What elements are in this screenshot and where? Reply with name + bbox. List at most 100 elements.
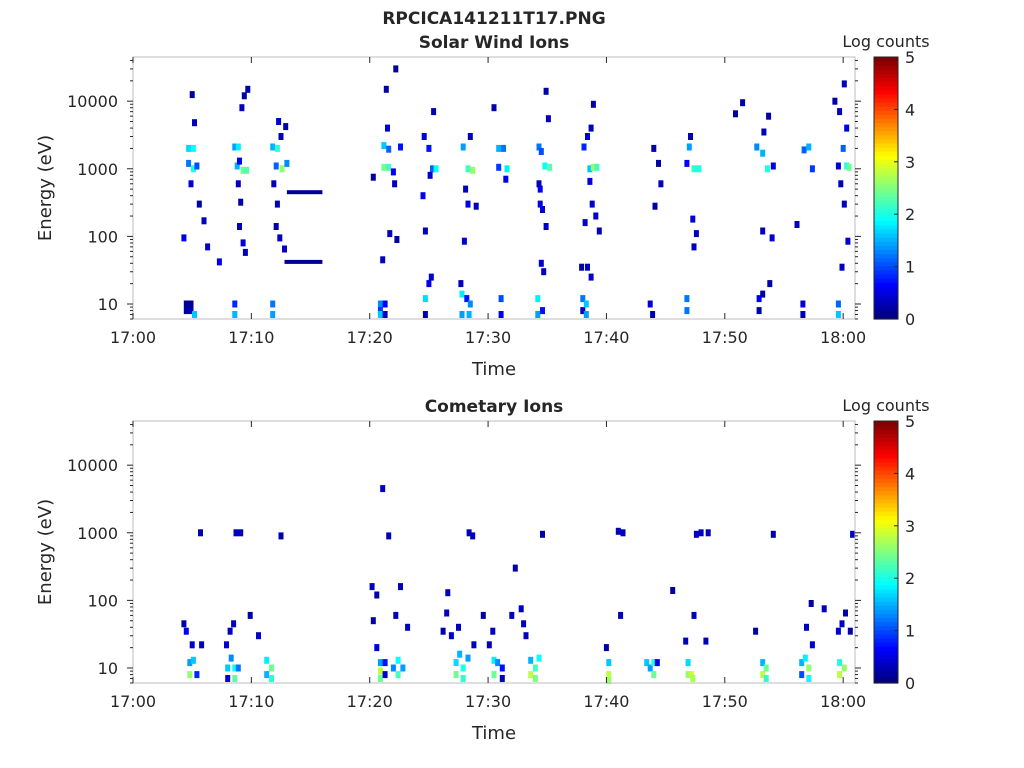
heatmap-cell [283,123,289,131]
colorbar-segment [874,298,898,304]
heatmap-cell [528,656,534,664]
y-tick-label: 10000 [67,456,118,475]
heatmap-cell [377,667,383,675]
colorbar-segment [874,200,898,205]
heatmap-cell [495,659,501,667]
x-tick-label: 17:50 [702,328,748,347]
y-tick-label: 10000 [67,92,118,111]
heatmap-cell [754,143,760,151]
heatmap-cell [225,664,231,672]
heatmap-cell [189,641,195,649]
colorbar-segment [874,547,898,553]
colorbar-segment [874,552,898,557]
heatmap-cell [237,157,242,165]
heatmap-cell [685,659,691,667]
heatmap-cell [684,295,690,303]
colorbar-segment [874,93,898,99]
heatmap-cell [690,215,696,223]
colorbar-segment [874,650,898,655]
colorbar-segment [874,592,898,598]
panel-title: Cometary Ions [425,397,564,417]
heatmap-cell [767,280,773,288]
heatmap-cell [654,659,660,667]
y-tick-label: 1000 [77,524,118,543]
colorbar-segment [874,421,898,426]
plot-frame [132,56,856,320]
heatmap-cell [187,659,193,667]
colorbar-segment [874,241,898,246]
heatmap-cell [381,142,387,150]
heatmap-cell [433,165,439,173]
heatmap-cell [491,671,497,679]
heatmap-cell [580,307,586,315]
heatmap-cell [835,627,841,635]
colorbar-segment [874,556,898,561]
heatmap-cell [393,611,399,619]
heatmap-cell [504,165,510,173]
heatmap-cell [538,259,544,267]
heatmap-cell [579,263,585,271]
heatmap-cell [769,234,775,242]
colorbar-segment [874,282,898,287]
x-tick-label: 17:10 [228,692,274,711]
heatmap-cell [278,532,284,540]
colorbar-segment [874,629,898,635]
colorbar-segment [874,621,898,627]
colorbar-segment [874,294,898,300]
colorbar-segment [874,163,898,169]
heatmap-cell [761,128,767,136]
colorbar-segment [874,269,898,275]
colorbar-segment [874,605,898,610]
heatmap-cell [846,163,852,171]
heatmap-cell [465,654,471,662]
heatmap-cell [770,530,776,538]
solar-wind-panel: 17:00 17:10 17:20 17:30 17:40 17:50 18:00 Time 1… [35,32,930,380]
colorbar-segment [874,437,898,443]
panel-title: Solar Wind Ions [419,33,570,53]
colorbar-segment [874,138,898,144]
heatmap-cell [398,143,403,151]
colorbar-segment [874,502,898,508]
colorbar-segment [874,224,898,230]
colorbar-segment [874,261,898,267]
heatmap-cell [377,659,383,667]
heatmap-cell [460,664,466,672]
heatmap-cell [583,311,589,318]
heatmap-cell [453,671,459,679]
heatmap-cell [760,227,766,235]
colorbar-label: Log counts [842,32,929,51]
heatmap-cell [377,311,383,318]
heatmap-cell [194,162,200,170]
colorbar-segment [874,73,898,79]
heatmap-cell [395,656,401,664]
colorbar-segment [874,613,898,619]
colorbar-segment [874,314,898,320]
colorbar-segment [874,494,898,500]
colorbar-tick-label: 1 [905,622,915,641]
colorbar-segment [874,196,898,201]
heatmap-cell [587,165,593,173]
heatmap-cell [377,307,383,315]
colorbar-segment [874,253,898,259]
heatmap-cell [756,307,762,315]
heatmap-cell [841,200,847,208]
x-tick-label: 18:00 [820,692,866,711]
heatmap-cell [278,133,284,140]
heatmap-cell [277,234,283,242]
heatmap-cell [269,675,274,682]
heatmap-cell [693,230,699,238]
heatmap-cell [802,654,808,662]
heatmap-cell [585,263,590,271]
heatmap-cell [467,133,473,140]
heatmap-cell [421,133,427,140]
heatmap-cell [247,611,253,619]
heatmap-cell [580,295,586,303]
colorbar-segment [874,151,898,156]
colorbar-segment [874,425,898,430]
y-tick-label: 10 [98,659,118,678]
heatmap-cell [190,144,196,152]
colorbar-tick-label: 0 [905,310,915,329]
heatmap-cell [242,248,248,256]
heatmap-cell [460,143,466,151]
